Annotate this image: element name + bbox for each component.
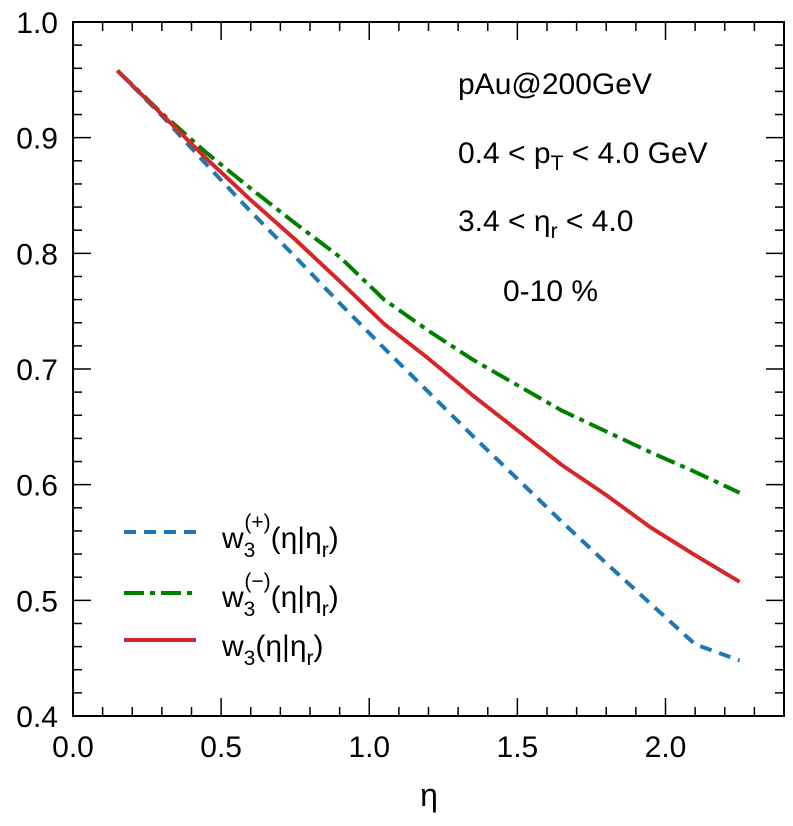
y-tick-label: 0.5: [16, 585, 58, 618]
legend-entry-minus: w3(−)(η|ηr): [124, 570, 339, 621]
series-line-plus: [115, 69, 741, 663]
legend-label-total: w3(η|ηr): [221, 630, 324, 670]
y-tick-label: 0.4: [16, 701, 58, 734]
x-tick-label: 1.0: [348, 731, 390, 764]
legend-label-plus: w3(+)(η|ηr): [221, 511, 339, 562]
series-line-minus: [116, 69, 741, 495]
y-tick-labels: 0.4 0.5 0.6 0.7 0.8 0.9 1.0: [16, 7, 58, 734]
x-tick-label: 1.5: [497, 731, 539, 764]
legend-label-minus: w3(−)(η|ηr): [221, 570, 339, 621]
plot-frame: [72, 21, 785, 717]
annotations: pAu@200GeV 0.4 < pT < 4.0 GeV 3.4 < ηr <…: [458, 68, 708, 308]
x-tick-labels: 0.0 0.5 1.0 1.5 2.0: [52, 731, 686, 764]
x-tick-label: 0.5: [200, 731, 242, 764]
annotation-system: pAu@200GeV: [458, 68, 652, 101]
y-tick-label: 0.7: [16, 354, 58, 387]
y-tick-label: 1.0: [16, 7, 58, 40]
legend: w3(+)(η|ηr) w3(−)(η|ηr) w3(η|ηr): [124, 511, 339, 670]
y-tick-label: 0.6: [16, 470, 58, 503]
legend-entry-plus: w3(+)(η|ηr): [124, 511, 339, 562]
annotation-eta-range: 3.4 < ηr < 4.0: [458, 205, 633, 243]
series-lines: [115, 69, 741, 663]
x-tick-label: 0.0: [52, 731, 94, 764]
annotation-centrality: 0-10 %: [503, 275, 598, 308]
x-tick-label: 2.0: [645, 731, 687, 764]
axis-ticks: [72, 21, 785, 717]
annotation-pt-range: 0.4 < pT < 4.0 GeV: [458, 137, 708, 175]
legend-entry-total: w3(η|ηr): [124, 630, 324, 670]
y-tick-label: 0.9: [16, 123, 58, 156]
series-line-total: [115, 69, 741, 584]
x-axis-title: η: [420, 777, 438, 813]
y-tick-label: 0.8: [16, 238, 58, 271]
